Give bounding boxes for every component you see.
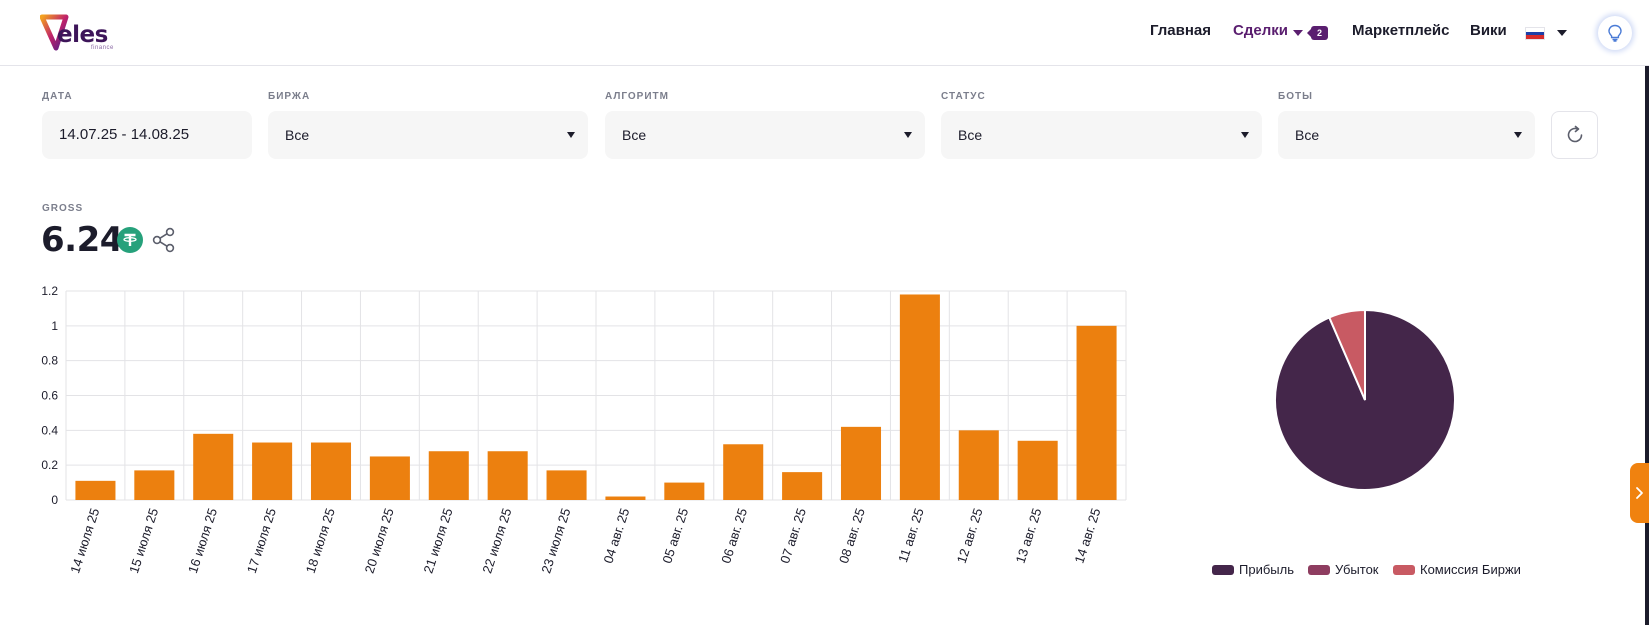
y-tick-label: 0.6 xyxy=(41,389,58,403)
chevron-down-icon xyxy=(904,132,912,138)
nav-wiki[interactable]: Вики xyxy=(1470,22,1507,39)
legend-label: Комиссия Биржи xyxy=(1420,562,1521,577)
theme-toggle-button[interactable] xyxy=(1598,16,1632,50)
y-tick-label: 0.2 xyxy=(41,458,58,472)
y-tick-label: 1 xyxy=(51,319,58,333)
bar[interactable] xyxy=(1017,440,1058,500)
exchange-select-value: Все xyxy=(285,127,310,143)
y-tick-label: 0.8 xyxy=(41,354,58,368)
date-filter-label: ДАТА xyxy=(42,91,73,102)
nav-home[interactable]: Главная xyxy=(1150,22,1212,39)
y-tick-label: 0 xyxy=(51,493,58,507)
bar[interactable] xyxy=(428,451,469,500)
chevron-right-icon xyxy=(1636,487,1643,499)
bar[interactable] xyxy=(723,444,764,500)
bar[interactable] xyxy=(193,433,234,500)
x-tick-label: 15 июля 25 xyxy=(126,506,161,575)
nav-marketplace[interactable]: Маркетплейс xyxy=(1352,22,1450,39)
bar[interactable] xyxy=(75,480,116,500)
x-tick-label: 14 июля 25 xyxy=(67,506,102,575)
x-tick-label: 20 июля 25 xyxy=(362,506,397,575)
bar[interactable] xyxy=(840,426,882,500)
tether-icon xyxy=(117,227,143,253)
x-tick-label: 22 июля 25 xyxy=(479,506,514,575)
share-icon[interactable] xyxy=(151,227,177,258)
gross-label: GROSS xyxy=(42,203,84,214)
language-chevron-icon[interactable] xyxy=(1557,30,1567,36)
date-range-input[interactable]: 14.07.25 - 14.08.25 xyxy=(42,111,252,159)
nav-deals[interactable]: Сделки xyxy=(1233,22,1288,39)
x-tick-label: 08 авг. 25 xyxy=(836,506,868,565)
bar[interactable] xyxy=(605,496,646,500)
daily-gross-bar-chart: 0 0.2 0.4 0.6 0.8 1 1.2 14 июля 25 15 июля 25 16 … xyxy=(41,284,1127,575)
page-scrollbar[interactable] xyxy=(1645,66,1649,625)
x-tick-label: 12 авг. 25 xyxy=(954,506,986,565)
x-tick-label: 07 авг. 25 xyxy=(777,506,809,565)
logo-mark-icon xyxy=(39,14,69,51)
x-tick-label: 14 авг. 25 xyxy=(1072,506,1104,565)
chevron-down-icon xyxy=(1241,132,1249,138)
bar[interactable] xyxy=(664,482,705,500)
x-tick-label: 13 авг. 25 xyxy=(1013,506,1045,565)
x-tick-label: 23 июля 25 xyxy=(538,506,573,575)
bar[interactable] xyxy=(782,472,823,500)
status-select[interactable]: Все xyxy=(941,111,1262,159)
chevron-down-icon xyxy=(1514,132,1522,138)
bots-select-value: Все xyxy=(1295,127,1320,143)
x-tick-label: 04 авг. 25 xyxy=(600,506,632,565)
bar[interactable] xyxy=(252,442,293,500)
veles-logo[interactable] xyxy=(39,14,130,54)
logo-wordmark: eles xyxy=(57,22,108,48)
legend-label: Убыток xyxy=(1335,562,1379,577)
bar[interactable] xyxy=(899,294,940,500)
bots-select[interactable]: Все xyxy=(1278,111,1535,159)
chart-grid xyxy=(65,290,1127,501)
x-tick-label: 06 авг. 25 xyxy=(718,506,750,565)
status-select-value: Все xyxy=(958,127,983,143)
refresh-icon xyxy=(1567,125,1583,143)
gross-value: 6.24 xyxy=(41,220,123,260)
x-tick-label: 21 июля 25 xyxy=(421,506,456,575)
legend-swatch xyxy=(1393,565,1415,575)
algorithm-select-value: Все xyxy=(622,127,647,143)
pnl-pie-chart xyxy=(1274,308,1456,491)
bar[interactable] xyxy=(546,470,587,500)
bar[interactable] xyxy=(1076,325,1117,500)
bar[interactable] xyxy=(487,451,528,500)
x-tick-label: 18 июля 25 xyxy=(303,506,338,575)
bar[interactable] xyxy=(958,430,999,500)
legend-swatch xyxy=(1308,565,1330,575)
x-tick-label: 11 авг. 25 xyxy=(895,506,927,564)
algorithm-filter-label: АЛГОРИТМ xyxy=(605,91,669,102)
exchange-filter-label: БИРЖА xyxy=(268,91,311,102)
status-filter-label: СТАТУС xyxy=(941,91,986,102)
bots-filter-label: БОТЫ xyxy=(1278,91,1313,102)
bar[interactable] xyxy=(369,456,410,500)
top-header: eles finance Главная Сделки 2 Маркетплей… xyxy=(0,0,1649,66)
legend-label: Прибыль xyxy=(1239,562,1294,577)
date-range-value: 14.07.25 - 14.08.25 xyxy=(59,126,190,143)
bar[interactable] xyxy=(310,442,352,500)
lightbulb-icon xyxy=(1608,24,1622,42)
x-tick-label: 16 июля 25 xyxy=(185,506,220,575)
bar[interactable] xyxy=(134,470,175,500)
chevron-down-icon xyxy=(567,132,575,138)
deals-count-badge: 2 xyxy=(1307,26,1328,40)
chevron-down-icon[interactable] xyxy=(1293,30,1303,36)
russian-flag-icon[interactable] xyxy=(1525,27,1545,40)
algorithm-select[interactable]: Все xyxy=(605,111,925,159)
logo-subtitle: finance xyxy=(91,45,114,51)
y-tick-label: 0.4 xyxy=(41,423,58,437)
side-panel-toggle[interactable] xyxy=(1630,463,1649,523)
legend-swatch xyxy=(1212,565,1234,575)
exchange-select[interactable]: Все xyxy=(268,111,588,159)
pie-slice[interactable] xyxy=(1327,308,1366,401)
x-tick-label: 17 июля 25 xyxy=(244,506,279,575)
refresh-button[interactable] xyxy=(1551,111,1598,159)
y-tick-label: 1.2 xyxy=(41,284,58,298)
x-tick-label: 05 авг. 25 xyxy=(659,506,691,565)
